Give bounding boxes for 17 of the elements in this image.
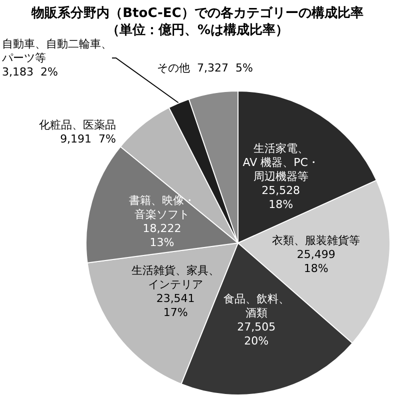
data-label: 23,541 17%: [156, 292, 195, 319]
slice-label: 生活雑貨、家具、インテリア: [132, 264, 220, 291]
slice-label: 衣類、服装雑貨等: [272, 234, 360, 248]
data-label: 25,499 18%: [296, 248, 336, 276]
slice-label: 化粧品、医薬品: [39, 118, 116, 132]
slice-label: 生活家電、AV 機器、PC・周辺機器等: [242, 142, 319, 184]
slice-label: 食品、飲料、酒類: [223, 292, 290, 320]
chart-subtitle: （単位：億円、%は構成比率）: [106, 22, 289, 38]
slice-label: 自動車、自動二輪車、パーツ等: [1, 38, 112, 64]
slice-label: その他 7,327 5%: [157, 62, 253, 74]
data-label: 27,505 20%: [237, 320, 276, 348]
data-label: 3,183 2%: [2, 66, 58, 78]
data-label: 25,528 18%: [262, 184, 300, 212]
data-label: 9,191 7%: [60, 132, 116, 146]
data-label: 18,222 13%: [142, 222, 182, 249]
slice-label: 書籍、映像・音楽ソフト: [129, 194, 196, 221]
chart-title: 物販系分野内（BtoC-EC）での各カテゴリーの構成比率: [30, 5, 364, 21]
